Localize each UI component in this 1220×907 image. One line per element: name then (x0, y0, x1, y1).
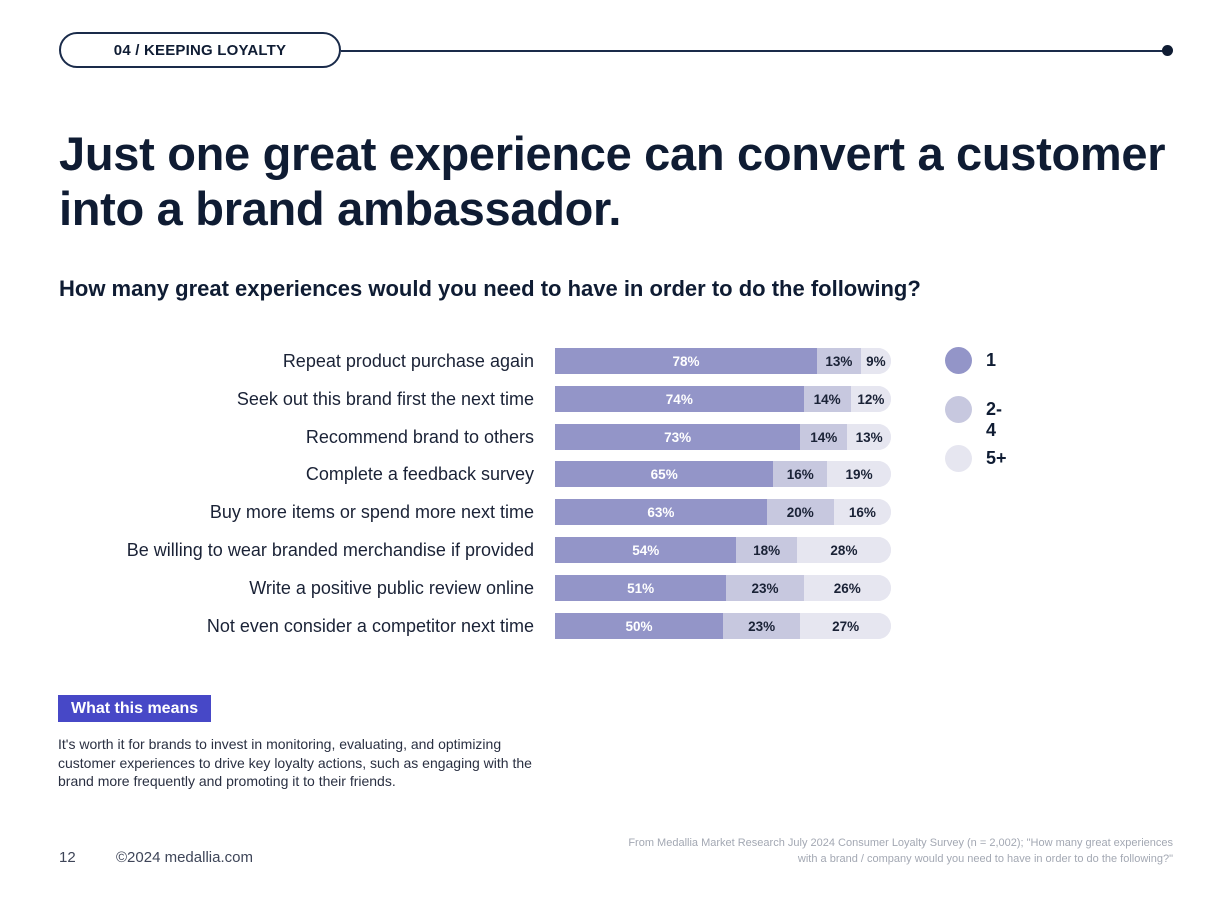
bar-row: 65% 16% 19% (555, 461, 891, 487)
data-label: 23% (748, 618, 776, 634)
legend-label: 5+ (986, 448, 1007, 468)
what-this-means-text: It's worth it for brands to invest in mo… (58, 736, 532, 789)
bar-segment-5plus: 9% (860, 348, 891, 374)
bar-segment-1: 74% (555, 386, 804, 412)
data-label: 74% (665, 391, 693, 407)
bar-segment-2-4: 23% (726, 575, 804, 601)
data-label: 19% (845, 466, 873, 482)
data-label: 78% (672, 353, 700, 369)
category-label: Buy more items or spend more next time (209, 502, 534, 522)
source-note: From Medallia Market Research July 2024 … (628, 837, 1173, 865)
bar-row: 50% 23% 27% (555, 613, 891, 639)
data-label: 51% (627, 580, 655, 596)
bar-segment-2-4: 13% (817, 348, 861, 374)
page-title: Just one great experience can convert a … (59, 127, 1166, 235)
bar-segment-2-4: 20% (766, 499, 834, 525)
copyright-link[interactable]: ©2024 medallia.com (116, 849, 253, 866)
bar-segment-1: 50% (555, 613, 723, 639)
category-label: Not even consider a competitor next time (206, 616, 534, 636)
data-label: 14% (813, 391, 841, 407)
data-label: 20% (786, 504, 814, 520)
legend-label: 2-4 (986, 399, 1003, 440)
legend-swatch (945, 347, 972, 374)
data-label: 26% (833, 580, 861, 596)
data-label: 9% (866, 353, 886, 369)
data-label: 23% (751, 580, 779, 596)
data-label: 28% (830, 542, 858, 558)
bar-segment-5plus: 27% (800, 613, 891, 639)
bar-segment-2-4: 14% (803, 386, 851, 412)
category-label: Recommend brand to others (305, 427, 534, 447)
data-label: 27% (832, 618, 860, 634)
chart-question: How many great experiences would you nee… (59, 276, 921, 301)
bar-segment-1: 63% (555, 499, 767, 525)
bar-segment-1: 65% (555, 461, 774, 487)
category-label: Complete a feedback survey (305, 464, 534, 484)
data-label: 54% (632, 542, 660, 558)
data-label: 63% (647, 504, 675, 520)
section-label: 04 / KEEPING LOYALTY (59, 32, 341, 68)
bar-row: 63% 20% 16% (555, 499, 891, 525)
page-number: 12 (59, 849, 76, 866)
bar-row: 74% 14% 12% (555, 386, 891, 412)
category-label: Write a positive public review online (249, 578, 534, 598)
legend-swatch (945, 396, 972, 423)
data-label: 50% (625, 618, 653, 634)
bar-segment-5plus: 13% (847, 424, 891, 450)
what-this-means-badge: What this means (58, 695, 212, 722)
bar-row: 78% 13% 9% (555, 348, 891, 374)
bar-segment-1: 54% (555, 537, 737, 563)
bar-segment-1: 73% (555, 424, 801, 450)
bar-segment-5plus: 16% (833, 499, 891, 525)
data-label: 14% (810, 429, 838, 445)
data-label: 18% (753, 542, 781, 558)
bar-segment-1: 51% (555, 575, 727, 601)
bar-row: 73% 14% 13% (555, 424, 891, 450)
data-label: 12% (857, 391, 885, 407)
legend-swatch (945, 445, 972, 472)
category-label: Seek out this brand first the next time (236, 389, 534, 409)
bar-segment-2-4: 16% (773, 461, 828, 487)
bar-segment-5plus: 19% (827, 461, 891, 487)
category-label: Be willing to wear branded merchandise i… (126, 540, 534, 560)
data-label: 16% (786, 466, 814, 482)
bar-segment-5plus: 28% (796, 537, 891, 563)
bar-segment-2-4: 14% (800, 424, 848, 450)
category-label: Repeat product purchase again (282, 351, 534, 371)
bar-segment-2-4: 23% (723, 613, 801, 639)
legend-label: 1 (986, 350, 997, 370)
data-label: 73% (664, 429, 692, 445)
section-divider-dot (1162, 45, 1173, 56)
bar-row: 51% 23% 26% (555, 575, 891, 601)
bar-segment-5plus: 26% (803, 575, 891, 601)
data-label: 13% (855, 429, 883, 445)
bar-row: 54% 18% 28% (555, 537, 891, 563)
bar-segment-1: 78% (555, 348, 818, 374)
bar-segment-2-4: 18% (736, 537, 797, 563)
data-label: 16% (848, 504, 876, 520)
section-divider-line (341, 50, 1165, 52)
bar-segment-5plus: 12% (850, 386, 891, 412)
data-label: 65% (650, 466, 678, 482)
data-label: 13% (825, 353, 853, 369)
